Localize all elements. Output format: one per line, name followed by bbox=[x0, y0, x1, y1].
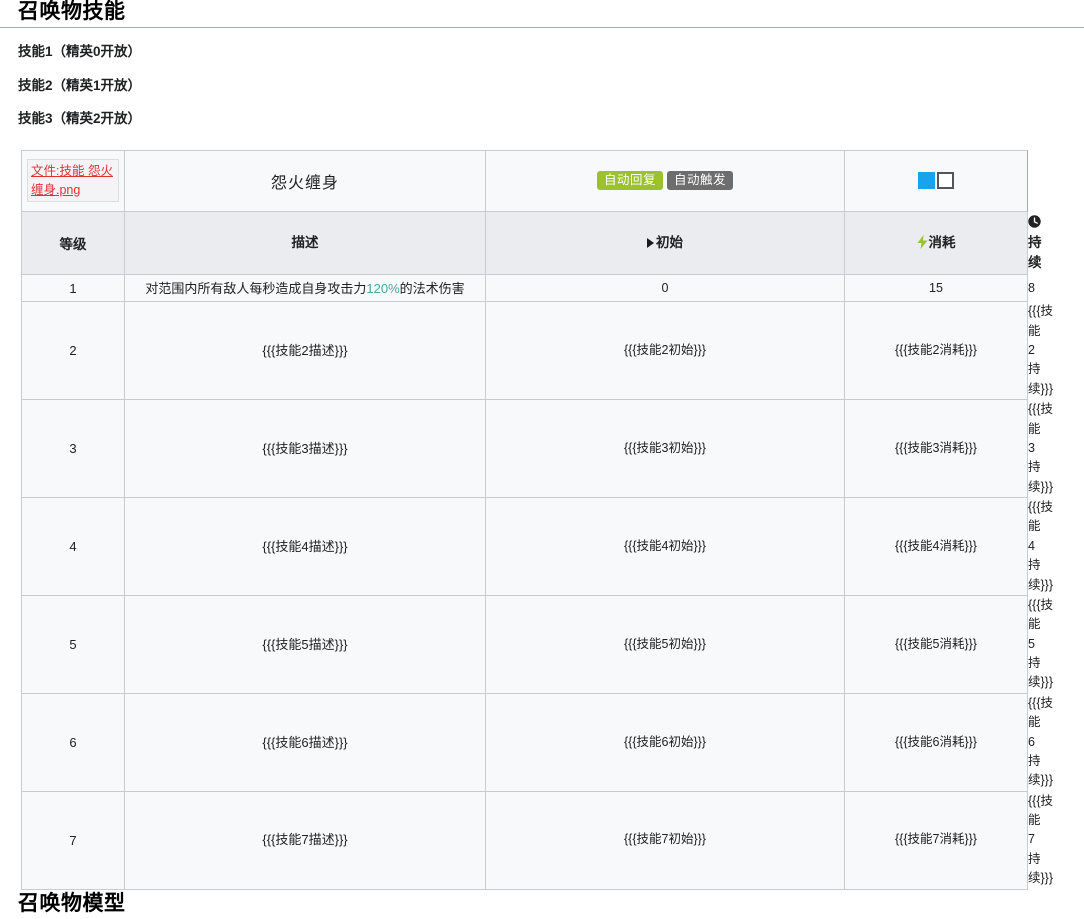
tag-auto-recovery: 自动回复 bbox=[596, 170, 663, 191]
table-row: 2 {{{技能2描述}}} {{{技能2初始}}} {{{技能2消耗}}} {{… bbox=[21, 301, 1053, 401]
column-header-duration-label: 持续 bbox=[1028, 234, 1042, 271]
cell-level: 7 bbox=[21, 790, 125, 890]
cell-level: 6 bbox=[21, 692, 125, 792]
cell-initial: {{{技能2初始}}} bbox=[485, 301, 845, 401]
skill-unlock-1: 技能1（精英0开放） bbox=[18, 44, 142, 60]
skill-tags-cell: 自动回复 自动触发 bbox=[485, 149, 845, 212]
cell-cost: 15 bbox=[844, 274, 1028, 303]
play-triangle-icon bbox=[647, 237, 654, 248]
cell-cost: {{{技能4消耗}}} bbox=[844, 497, 1028, 596]
lightning-bolt-icon bbox=[917, 234, 927, 249]
cell-cost: {{{技能5消耗}}} bbox=[844, 594, 1028, 694]
cell-level: 5 bbox=[21, 594, 125, 694]
cell-description: {{{技能3描述}}} bbox=[124, 399, 486, 499]
cell-cost: {{{技能6消耗}}} bbox=[844, 692, 1028, 792]
cell-description: 对范围内所有敌人每秒造成自身攻击力120%的法术伤害 bbox=[124, 274, 486, 303]
page-title: 召唤物技能 bbox=[0, 0, 1084, 29]
table-row: 5 {{{技能5描述}}} {{{技能5初始}}} {{{技能5消耗}}} {{… bbox=[21, 594, 1053, 694]
cell-level: 4 bbox=[21, 497, 125, 596]
skill-unlock-3: 技能3（精英2开放） bbox=[18, 111, 142, 127]
column-header-cost-label: 消耗 bbox=[928, 234, 956, 250]
column-header-initial: 初始 bbox=[485, 210, 845, 276]
column-header-level: 等级 bbox=[21, 210, 125, 276]
cell-level: 1 bbox=[21, 274, 125, 303]
column-header-cost: 消耗 bbox=[844, 210, 1028, 276]
tag-auto-trigger: 自动触发 bbox=[667, 170, 734, 191]
cell-initial: {{{技能5初始}}} bbox=[485, 594, 845, 694]
clock-icon bbox=[1028, 214, 1041, 228]
desc-part-1: 对范围内所有敌人每秒造成自身攻击力 bbox=[145, 280, 367, 296]
cell-initial: {{{技能6初始}}} bbox=[485, 692, 845, 792]
skill-table: 文件:技能 怨火缠身.png 怨火缠身 自动回复 自动触发 等级 描述 初始 bbox=[21, 149, 1053, 890]
cell-initial: {{{技能3初始}}} bbox=[485, 399, 845, 499]
cell-initial: 0 bbox=[485, 274, 845, 303]
skill-card-row: 文件:技能 怨火缠身.png 怨火缠身 自动回复 自动触发 bbox=[21, 149, 1028, 212]
sp-box-empty-icon bbox=[937, 172, 954, 190]
skill-icon-cell: 文件:技能 怨火缠身.png bbox=[21, 149, 125, 212]
cell-level: 3 bbox=[21, 399, 125, 499]
cell-cost: {{{技能3消耗}}} bbox=[844, 399, 1028, 499]
skill-name: 怨火缠身 bbox=[124, 149, 486, 212]
sp-box-filled-icon bbox=[918, 172, 935, 190]
cell-level: 2 bbox=[21, 301, 125, 401]
cell-description: {{{技能6描述}}} bbox=[124, 692, 486, 792]
cell-initial: {{{技能4初始}}} bbox=[485, 497, 845, 596]
skill-image-link[interactable]: 文件:技能 怨火缠身.png bbox=[27, 159, 119, 202]
table-row: 7 {{{技能7描述}}} {{{技能7初始}}} {{{技能7消耗}}} {{… bbox=[21, 790, 1053, 890]
cell-description: {{{技能5描述}}} bbox=[124, 594, 486, 694]
cell-description: {{{技能7描述}}} bbox=[124, 790, 486, 890]
cell-cost: {{{技能2消耗}}} bbox=[844, 301, 1028, 401]
skill-table-container: 文件:技能 怨火缠身.png 怨火缠身 自动回复 自动触发 等级 描述 初始 bbox=[0, 126, 1084, 890]
skill-unlock-2: 技能2（精英1开放） bbox=[18, 77, 142, 93]
cell-cost: {{{技能7消耗}}} bbox=[844, 790, 1028, 890]
next-section-title: 召唤物模型 bbox=[18, 890, 126, 915]
desc-highlight: 120% bbox=[366, 280, 400, 296]
column-header-initial-label: 初始 bbox=[656, 234, 683, 250]
column-header-description: 描述 bbox=[124, 210, 486, 276]
sp-boxes bbox=[845, 172, 1027, 190]
cell-initial: {{{技能7初始}}} bbox=[485, 790, 845, 890]
table-row: 3 {{{技能3描述}}} {{{技能3初始}}} {{{技能3消耗}}} {{… bbox=[21, 399, 1053, 499]
table-row: 1 对范围内所有敌人每秒造成自身攻击力120%的法术伤害 0 15 8 bbox=[21, 274, 1035, 303]
cell-description: {{{技能4描述}}} bbox=[124, 497, 486, 596]
table-row: 6 {{{技能6描述}}} {{{技能6初始}}} {{{技能6消耗}}} {{… bbox=[21, 692, 1053, 792]
desc-part-2: 的法术伤害 bbox=[399, 280, 465, 296]
cell-description: {{{技能2描述}}} bbox=[124, 301, 486, 401]
table-row: 4 {{{技能4描述}}} {{{技能4初始}}} {{{技能4消耗}}} {{… bbox=[21, 497, 1053, 596]
column-header-row: 等级 描述 初始 消耗 持续 bbox=[21, 210, 1042, 276]
skill-sp-cell bbox=[844, 149, 1028, 212]
